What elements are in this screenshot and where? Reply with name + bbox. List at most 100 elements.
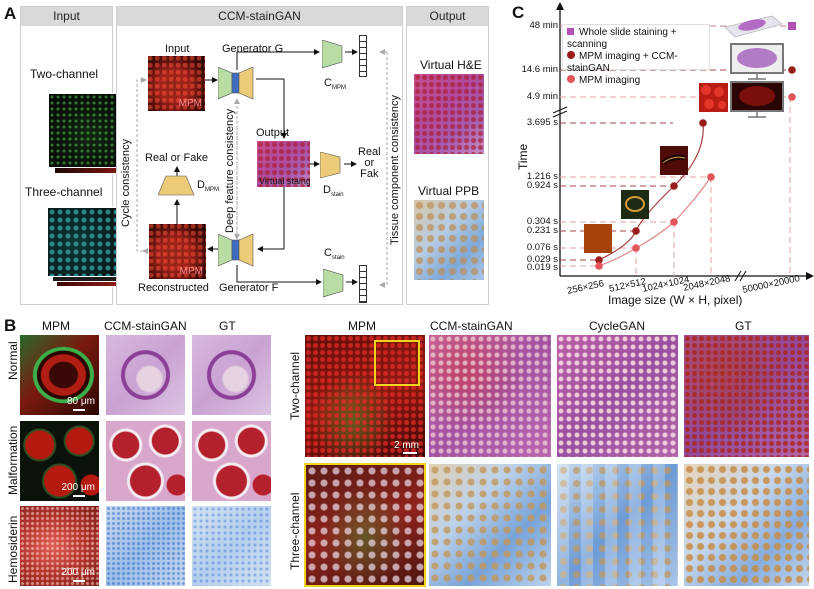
d-mpm-subscript: MPM [204,187,219,194]
fake-word: Fak [360,168,379,180]
reconstructed-mpm-image: MPM [149,224,206,279]
y-tick: 3.695 s [526,117,558,128]
generator-f-label: Generator F [219,282,279,294]
c-stain-classifier-icon [323,269,344,298]
two-channel-ccm-image [429,335,551,457]
runtime-chart [552,2,814,282]
d-stain-label: Dstain [323,184,344,198]
y-tick: 0.019 s [526,262,558,273]
scalebar-label: 80 μm [67,396,95,407]
legend-item-mpm: MPM imaging [567,75,705,87]
row-label-malformation: Malformation [6,425,20,495]
real-word: Real [358,146,381,158]
col-header-ccm-right: CCM-stainGAN [430,319,513,333]
scalebar [403,452,417,454]
virtual-he-image [414,74,484,154]
or-word: or [364,157,375,169]
y-tick: 0.076 s [526,242,558,253]
legend-label: MPM imaging + CCM-stainGAN [567,51,678,74]
legend-item-mpm-ccm: MPM imaging + CCM-stainGAN [567,51,705,75]
col-header-mpm-right: MPM [348,319,376,333]
legend-item-whole-slide: Whole slide staining + scanning [567,27,705,51]
generator-g-icon [218,66,254,100]
row-label-three-channel: Three-channel [288,492,302,570]
normal-ccm-image [106,335,185,415]
three-channel-cyclegan-image [557,464,678,586]
c-mpm-letter: C [324,77,332,89]
hemosiderin-ccm-image [106,506,185,586]
scalebar [73,495,85,497]
output-label: Output [256,127,290,139]
malformation-ccm-image [106,421,185,501]
d-mpm-letter: D [197,179,205,191]
chart-legend: Whole slide staining + scanning MPM imag… [562,24,710,86]
two-channel-label: Two-channel [30,67,99,81]
zoom-region-box [374,340,420,386]
output-box: Output Virtual H&E Virtual PPB [406,6,489,305]
y-axis-label: Time [516,143,530,170]
col-header-mpm: MPM [42,319,70,333]
virtual-staining-image: Virtual staing [257,141,310,187]
two-channel-mpm-image: 2 mm [305,335,425,457]
ccm-input-image: MPM [148,56,205,111]
col-header-cyclegan: CycleGAN [589,319,646,333]
reconstructed-label: Reconstructed [138,282,209,294]
ccm-input-label: Input [165,43,190,55]
d-stain-discriminator-icon [320,152,341,179]
virtual-he-label: Virtual H&E [420,58,482,72]
recon-mpm-tag: MPM [179,266,203,277]
c-mpm-label: CMPM [324,77,346,91]
legend-label: MPM imaging [579,75,641,86]
col-header-gt-right: GT [735,319,752,333]
scalebar-label: 200 μm [61,482,95,493]
architecture-connectors [136,49,388,288]
scalebar [73,409,85,411]
output-box-title: Output [407,7,488,26]
y-tick: 4.9 min [526,91,558,102]
three-channel-gt-image [684,464,809,586]
ccm-staingan-box: CCM-stainGAN [116,6,403,305]
real-or-fake-left: Real or Fake [145,152,208,164]
two-channel-cyclegan-image [557,335,678,457]
input-box-title: Input [21,7,112,26]
row-label-two-channel: Two-channel [288,351,302,420]
circle-marker-icon [567,51,575,59]
mpm-tag: MPM [178,98,202,109]
normal-gt-image [192,335,271,415]
circle-marker-icon [567,75,575,83]
y-tick: 1.216 s [526,171,558,182]
virtual-staining-label: Virtual staing [259,176,310,186]
c-stain-label: Cstain [324,247,345,261]
col-header-gt: GT [219,319,236,333]
row-label-hemosiderin: Hemosiderin [6,515,20,583]
y-tick: 0.304 s [526,216,558,227]
scalebar-label: 2 mm [394,440,419,451]
c-mpm-subscript: MPM [331,85,346,92]
ccm-staingan-title: CCM-stainGAN [117,7,402,26]
two-channel-gt-image [684,335,809,457]
malformation-gt-image [192,421,271,501]
c-mpm-output-vector [359,35,367,77]
panel-a-letter: A [4,4,17,23]
malformation-mpm-image: 200 μm [20,421,99,501]
y-tick: 48 min [529,20,558,31]
panel-c-letter: C [512,3,525,22]
y-tick: 14.6 min [521,64,558,75]
hemosiderin-gt-image [192,506,271,586]
col-header-ccm-staingan: CCM-stainGAN [104,319,187,333]
y-tick: 0.029 s [526,254,558,265]
c-stain-letter: C [324,247,332,259]
cycle-consistency-label: Cycle consistency [120,138,132,227]
tissue-component-consistency-label: Tissue component consistency [389,95,401,245]
scalebar [73,580,85,582]
d-mpm-label: DMPM [197,179,219,193]
input-box: Input Two-channel Three-channel [20,6,129,305]
hemosiderin-mpm-image: 200 μm [20,506,99,586]
three-channel-ccm-image [429,464,551,586]
d-mpm-discriminator-icon [158,175,195,196]
y-tick: 0.924 s [526,180,558,191]
three-channel-label: Three-channel [25,185,103,199]
generator-g-label: Generator G [222,43,284,55]
virtual-ppb-image [414,200,484,280]
scalebar-label: 200 μm [61,567,95,578]
